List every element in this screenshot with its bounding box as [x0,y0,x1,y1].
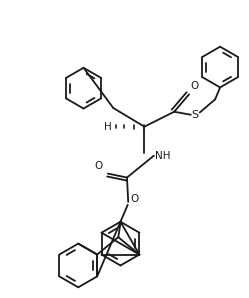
Text: NH: NH [155,151,170,161]
Text: O: O [190,81,198,91]
Text: O: O [131,194,139,204]
Text: O: O [94,161,102,170]
Text: H: H [104,122,111,132]
Text: S: S [192,111,199,120]
